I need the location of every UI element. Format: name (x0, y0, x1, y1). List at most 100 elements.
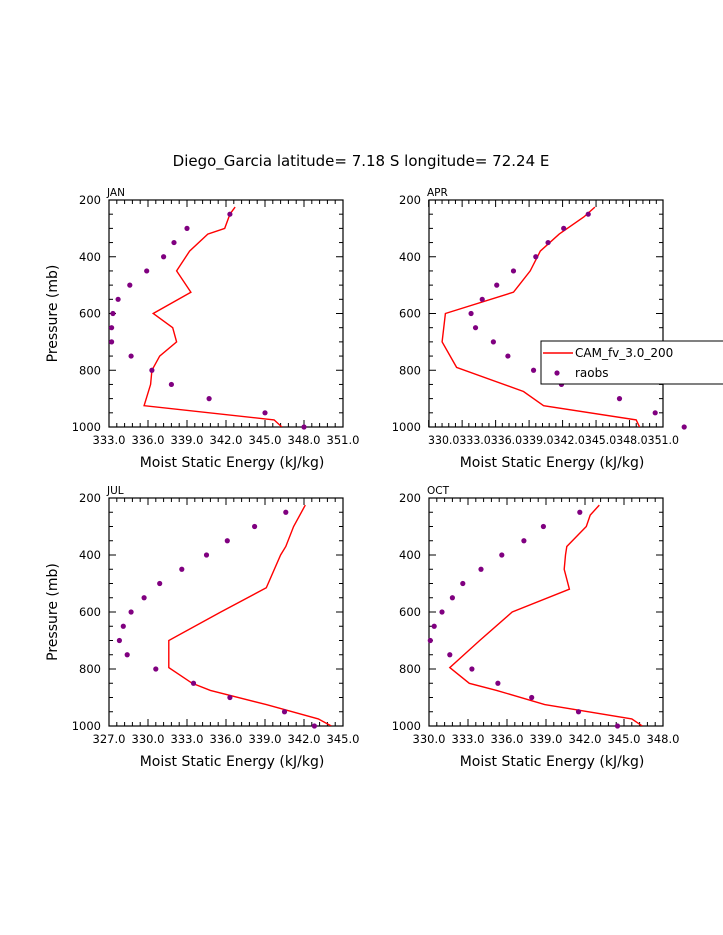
raobs-point (530, 367, 537, 373)
plot-frame (428, 199, 664, 428)
panel-apr: 200 400 600 800 1000 330.0333.0336.0339.0342.… (392, 187, 687, 471)
raobs-point (616, 396, 623, 402)
raobs-point (110, 310, 116, 317)
raobs-point (227, 211, 233, 217)
x-tick-label: 333.0 (171, 732, 204, 746)
raobs-point (561, 225, 567, 231)
raobs-point (144, 268, 150, 274)
raobs-point (681, 424, 687, 430)
raobs-point (161, 254, 167, 260)
raobs-point (614, 723, 621, 729)
legend-raobs-label: raobs (575, 366, 609, 380)
raobs-point (540, 523, 547, 530)
panel-label: APR (427, 187, 448, 199)
raobs-point (109, 339, 115, 345)
raobs-point (472, 325, 479, 331)
raobs-point (478, 566, 484, 572)
x-tick-label: 345.0 (327, 732, 360, 746)
x-tick-label: 342.0 (288, 732, 321, 746)
y-tick-label: 200 (399, 193, 421, 207)
raobs-point (262, 410, 268, 416)
plot-frame (108, 199, 344, 428)
raobs-point (179, 566, 185, 572)
y-axis-label: Pressure (mb) (45, 563, 61, 661)
x-tick-label: 339.0 (530, 732, 563, 746)
x-tick-label: 330.0 (413, 732, 446, 746)
raobs-point (494, 282, 500, 288)
y-tick-label: 1000 (392, 420, 421, 434)
x-tick-label: 345.0 (249, 433, 282, 447)
x-tick-label: 330.0 (132, 732, 165, 746)
legend-model-label: CAM_fv_3.0_200 (575, 346, 673, 360)
y-tick-label: 800 (399, 662, 421, 676)
model-series-line (143, 206, 283, 427)
x-axis-label: Moist Static Energy (kJ/kg) (140, 754, 325, 770)
y-tick-label: 600 (79, 307, 101, 321)
raobs-point (190, 680, 197, 686)
raobs-point (529, 694, 535, 701)
raobs-point (495, 680, 501, 686)
raobs-point (115, 296, 121, 302)
raobs-point (521, 538, 527, 544)
raobs-point (301, 424, 307, 430)
x-tick-label: 339.0 (249, 732, 282, 746)
x-tick-label: 345.0 (608, 732, 641, 746)
raobs-point (128, 609, 134, 615)
x-tick-label: 336.0 (132, 433, 165, 447)
raobs-point (469, 666, 475, 672)
y-tick-label: 1000 (72, 719, 101, 733)
raobs-point (479, 296, 485, 302)
x-tick-label: 333.0 (93, 433, 126, 447)
raobs-point (311, 723, 317, 729)
raobs-point (227, 694, 233, 701)
x-axis-label: Moist Static Energy (kJ/kg) (460, 754, 645, 770)
raobs-point (281, 709, 288, 715)
raobs-point (157, 580, 163, 587)
raobs-point (252, 523, 258, 530)
raobs-point (141, 595, 147, 601)
raobs-point (124, 652, 130, 658)
y-tick-label: 200 (399, 491, 421, 505)
x-tick-label: 327.0 (93, 732, 126, 746)
x-tick-label: 342.0 (210, 433, 243, 447)
x-tick-label: 342.0 (569, 732, 602, 746)
x-axis-label: Moist Static Energy (kJ/kg) (460, 455, 645, 471)
y-tick-label: 600 (399, 605, 421, 619)
y-tick-label: 400 (79, 250, 101, 264)
legend-raobs-swatch (554, 370, 560, 376)
raobs-point (460, 580, 466, 587)
x-tick-label: 351.0 (327, 433, 360, 447)
raobs-point (510, 268, 517, 274)
y-tick-label: 600 (79, 605, 101, 619)
raobs-point (533, 254, 539, 260)
raobs-point (149, 367, 155, 373)
x-axis-label: Moist Static Energy (kJ/kg) (140, 455, 325, 471)
model-series-line (168, 504, 332, 726)
y-tick-label: 800 (399, 363, 421, 377)
raobs-point (505, 353, 511, 359)
x-tick-label: 333.0 (452, 732, 485, 746)
raobs-point (431, 623, 437, 629)
figure-title: Diego_Garcia latitude= 7.18 S longitude=… (173, 152, 550, 171)
y-tick-label: 400 (79, 548, 101, 562)
raobs-point (168, 381, 174, 388)
y-tick-label: 200 (79, 491, 101, 505)
raobs-point (447, 652, 453, 658)
raobs-point (468, 310, 474, 317)
x-tick-labels: 330.0333.0336.0339.0342.0345.0348.0351.0 (428, 433, 679, 447)
y-tick-label: 1000 (72, 420, 101, 434)
raobs-point (120, 623, 126, 629)
raobs-point (127, 282, 133, 288)
raobs-point (652, 410, 658, 416)
panel-label: JUL (106, 485, 124, 497)
x-tick-label: 336.0 (210, 732, 243, 746)
raobs-point (499, 552, 505, 558)
raobs-point (153, 666, 159, 672)
y-tick-label: 200 (79, 193, 101, 207)
